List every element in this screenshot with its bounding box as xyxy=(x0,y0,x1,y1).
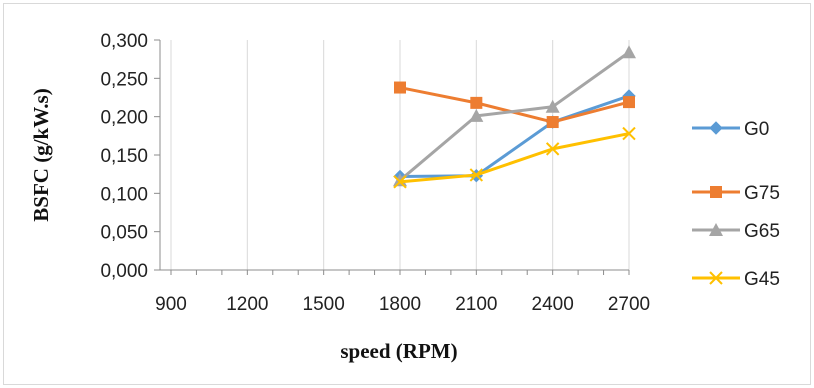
data-point-g45 xyxy=(622,126,636,141)
x-tick-label: 900 xyxy=(155,294,187,315)
legend-label-g75: G75 xyxy=(744,183,780,204)
axes xyxy=(154,39,630,275)
y-tick-label: 0,150 xyxy=(100,146,148,167)
legend-label-g45: G45 xyxy=(744,269,780,290)
data-point-g65 xyxy=(469,108,484,122)
data-point-g45 xyxy=(393,175,407,189)
x-tick-label: 2100 xyxy=(455,294,497,315)
data-point-g75 xyxy=(394,81,406,94)
x-tick-label: 2700 xyxy=(608,294,650,315)
data-point-g65 xyxy=(622,45,636,59)
legend-item-g75: G75 xyxy=(692,183,780,204)
x-tick-label: 1200 xyxy=(226,294,268,315)
legend-marker-g45-stroke xyxy=(709,271,723,285)
y-tick-label: 0,050 xyxy=(100,223,148,244)
legend-item-g45: G45 xyxy=(692,269,780,290)
data-point-g65 xyxy=(393,173,407,187)
x-tick-label: 1800 xyxy=(379,294,421,315)
legend-marker-g0 xyxy=(709,121,723,135)
chart-border xyxy=(3,3,811,385)
gridlines xyxy=(170,40,630,270)
data-point-g75 xyxy=(546,116,559,129)
x-axis-title: speed (RPM) xyxy=(340,339,457,363)
series-g45 xyxy=(393,126,636,189)
series-line-g45 xyxy=(399,132,630,184)
y-axis-title: BSFC (g/kW.s) xyxy=(29,88,53,221)
legend: G0 G75 G65 G45 xyxy=(692,119,780,290)
y-tick-label: 0,000 xyxy=(100,261,148,282)
series-g65 xyxy=(393,45,636,187)
data-point-g45 xyxy=(469,168,484,182)
legend-item-g65: G65 xyxy=(692,221,780,242)
data-point-g65 xyxy=(545,99,560,113)
data-point-g45-stroke xyxy=(393,175,407,189)
x-tick-label: 1500 xyxy=(303,294,345,315)
y-tick-label: 0,100 xyxy=(100,184,148,205)
data-point-g45-stroke xyxy=(545,142,560,156)
legend-marker-g65 xyxy=(709,223,723,236)
data-point-g45-stroke xyxy=(469,168,484,182)
legend-marker-g75 xyxy=(710,186,722,198)
data-point-g45-stroke xyxy=(622,126,636,141)
data-point-g75 xyxy=(623,96,635,109)
tick-labels: 0,000 0,050 0,100 0,150 0,200 0,250 0,300 900 12… xyxy=(100,31,650,315)
series-line-g0 xyxy=(399,94,630,178)
series-layer xyxy=(393,45,636,189)
legend-item-g0: G0 xyxy=(692,119,769,140)
y-tick-label: 0,300 xyxy=(100,31,148,52)
data-point-g45 xyxy=(545,142,560,156)
y-tick-label: 0,200 xyxy=(100,108,148,129)
legend-label-g65: G65 xyxy=(744,221,780,242)
legend-marker-g45 xyxy=(709,271,723,285)
x-tick-label: 2400 xyxy=(532,294,574,315)
y-tick-label: 0,250 xyxy=(100,69,148,90)
series-line-g65 xyxy=(399,51,630,182)
legend-label-g0: G0 xyxy=(744,119,769,140)
data-point-g75 xyxy=(470,96,483,109)
